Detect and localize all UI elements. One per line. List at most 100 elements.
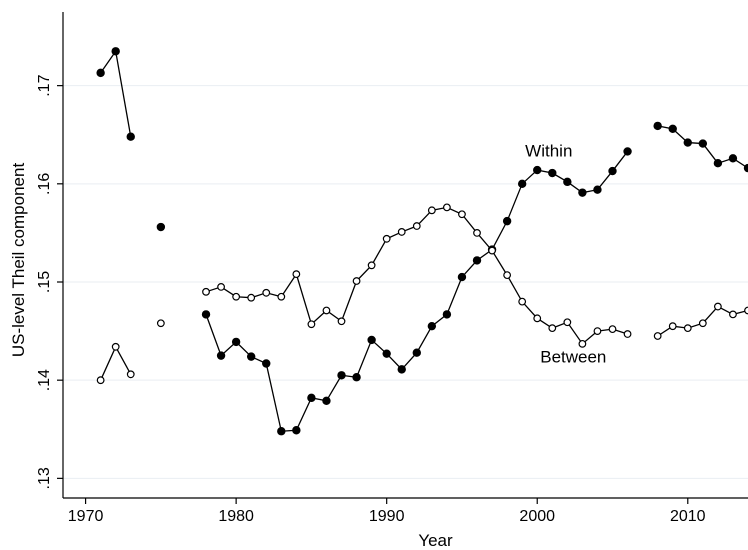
x-tick-label: 1990 bbox=[369, 508, 405, 525]
between-point bbox=[578, 339, 587, 348]
y-axis-title: US-level Theil component bbox=[9, 163, 28, 358]
within-point bbox=[292, 426, 301, 435]
between-point bbox=[563, 318, 572, 327]
y-tick-label: .13 bbox=[36, 467, 53, 489]
within-point bbox=[442, 310, 452, 319]
within-point bbox=[698, 139, 708, 148]
within-point bbox=[653, 121, 662, 131]
between-point bbox=[232, 292, 241, 301]
within-point bbox=[382, 349, 391, 358]
within-point bbox=[337, 371, 346, 380]
within-point bbox=[262, 359, 271, 368]
within-point bbox=[216, 351, 226, 360]
series-annotation-label: Between bbox=[540, 348, 606, 367]
y-tick-label: .16 bbox=[36, 173, 53, 195]
grid-lines bbox=[63, 85, 748, 479]
within-point bbox=[608, 166, 617, 176]
x-axis-title: Year bbox=[418, 531, 453, 550]
between-point bbox=[458, 210, 466, 219]
within-point bbox=[427, 321, 437, 331]
y-axis-ticks: .13 .14 .15 .16 .17 bbox=[36, 74, 63, 489]
within-point bbox=[578, 188, 587, 197]
between-point bbox=[111, 342, 120, 351]
within-point bbox=[472, 256, 482, 265]
x-tick-label: 1980 bbox=[218, 508, 254, 525]
within-point bbox=[397, 365, 406, 374]
within-point bbox=[277, 427, 286, 436]
x-tick-label: 1970 bbox=[68, 508, 104, 525]
between-point bbox=[397, 228, 406, 236]
between-point bbox=[412, 222, 421, 230]
between-point bbox=[653, 332, 662, 340]
between-point bbox=[156, 319, 165, 328]
between-point bbox=[126, 370, 135, 379]
annotations: Within Between bbox=[525, 141, 606, 366]
between-point bbox=[503, 271, 512, 280]
between-point bbox=[96, 376, 105, 385]
within-point bbox=[743, 163, 748, 173]
within-point bbox=[201, 310, 211, 319]
between-point bbox=[292, 270, 301, 279]
between-point bbox=[337, 317, 346, 326]
between-point bbox=[488, 246, 496, 255]
between-point bbox=[367, 261, 376, 270]
between-point bbox=[683, 324, 692, 333]
between-point bbox=[443, 203, 451, 212]
within-point bbox=[548, 168, 557, 178]
between-point bbox=[382, 234, 391, 243]
between-point bbox=[307, 320, 316, 329]
between-point bbox=[247, 293, 256, 302]
between-point bbox=[473, 229, 481, 237]
within-point bbox=[683, 138, 692, 147]
between-point bbox=[593, 327, 602, 335]
x-tick-label: 2010 bbox=[670, 508, 706, 525]
between-point bbox=[533, 314, 542, 323]
between-point bbox=[548, 324, 557, 333]
between-point bbox=[713, 302, 722, 311]
y-tick-label: .17 bbox=[36, 74, 53, 96]
x-tick-label: 2000 bbox=[519, 508, 555, 525]
x-axis-ticks: 1970 1980 1990 2000 2010 bbox=[68, 498, 706, 525]
between-point bbox=[262, 288, 271, 297]
within-point bbox=[231, 337, 241, 347]
within-point bbox=[563, 177, 572, 187]
within-point bbox=[111, 47, 120, 56]
within-point bbox=[156, 222, 166, 232]
series-annotation-label: Within bbox=[525, 141, 572, 160]
between-point bbox=[217, 283, 225, 291]
between-point bbox=[202, 287, 210, 296]
within-point bbox=[533, 165, 542, 175]
series-points bbox=[96, 47, 748, 436]
between-point bbox=[698, 319, 707, 328]
within-point bbox=[322, 396, 331, 405]
within-point bbox=[728, 154, 738, 163]
between-point bbox=[518, 297, 527, 306]
between-point bbox=[729, 310, 737, 319]
axes bbox=[62, 12, 748, 499]
within-point bbox=[517, 179, 527, 189]
between-point bbox=[352, 277, 361, 285]
between-point bbox=[322, 306, 331, 315]
within-point bbox=[623, 147, 632, 156]
y-tick-label: .14 bbox=[36, 369, 53, 391]
between-point bbox=[623, 330, 632, 338]
within-point bbox=[96, 68, 105, 78]
y-tick-label: .15 bbox=[36, 271, 53, 293]
between-point bbox=[277, 292, 286, 301]
between-point bbox=[608, 325, 617, 334]
between-point bbox=[744, 306, 748, 315]
within-point bbox=[502, 216, 512, 226]
within-point bbox=[457, 272, 467, 282]
within-point bbox=[593, 185, 602, 194]
within-point bbox=[713, 158, 723, 168]
within-point bbox=[307, 393, 316, 403]
within-point bbox=[126, 132, 135, 141]
within-point bbox=[246, 352, 256, 361]
between-point bbox=[427, 206, 436, 215]
within-point bbox=[367, 335, 376, 345]
within-point bbox=[668, 124, 677, 134]
between-point bbox=[668, 322, 677, 331]
within-point bbox=[412, 348, 421, 357]
